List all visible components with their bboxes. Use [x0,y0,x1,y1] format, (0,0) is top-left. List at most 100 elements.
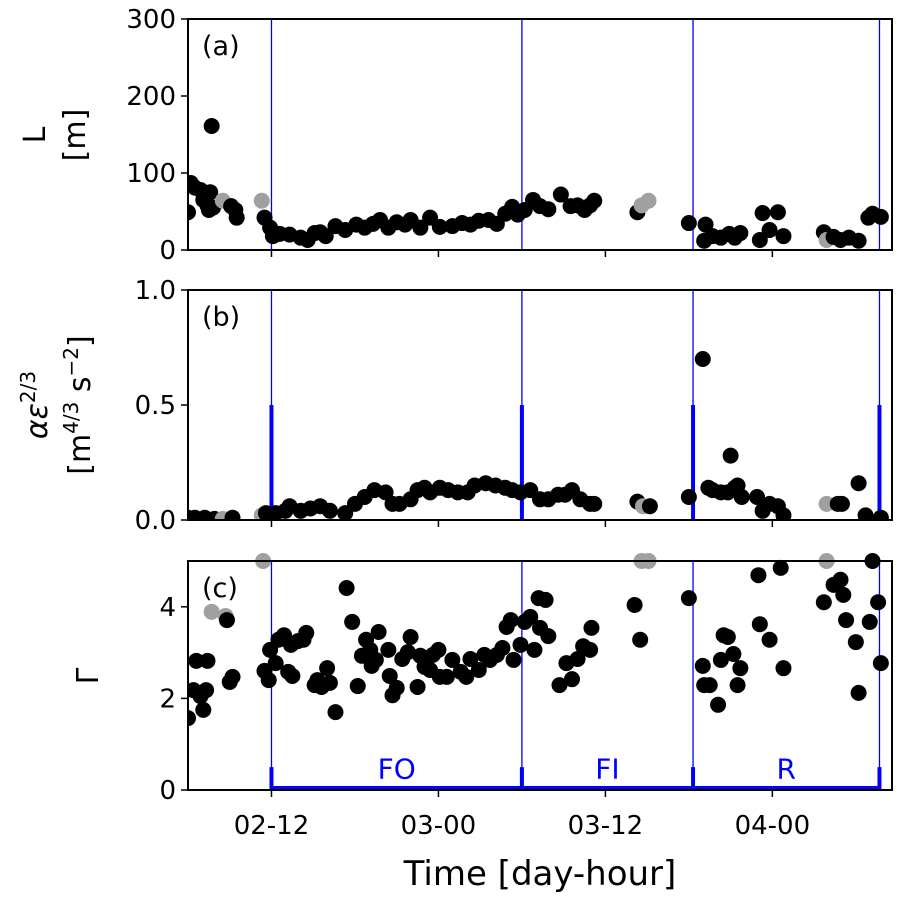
data-point [775,507,792,520]
data-point [761,221,778,238]
data-point [412,219,429,236]
segment-label-r: R [777,753,796,786]
x-tick-label: 04-00 [735,811,811,841]
data-point [680,215,697,232]
data-point [815,594,832,611]
y-tick-label: 0 [159,236,176,266]
panel-label-c: (c) [202,573,238,604]
data-point [551,677,568,694]
data-point [680,590,697,607]
y-label-b-line1: αε2/3 [16,371,55,439]
y-tick-label: 1.0 [135,276,176,306]
data-point [381,667,398,684]
data-point [494,640,511,657]
data-point [228,209,245,226]
y-label-b-unit-m-exp: 4/3 [59,402,83,434]
data-point [872,509,889,520]
panel-label-b: (b) [202,302,240,333]
data-point [458,668,475,685]
y-label-b-unit-m: [m [63,434,98,475]
data-point [260,672,277,689]
data-point [327,704,344,721]
y-label-b-sup: 2/3 [16,371,40,403]
data-point [344,613,361,630]
panel-c-plot-area [188,553,889,790]
data-point [582,641,599,658]
data-point [317,228,334,245]
y-label-b-bracket: ] [63,335,98,347]
x-tick-label: 02-12 [234,811,310,841]
data-point [775,660,792,677]
data-point [203,118,220,135]
y-label-b-unit-s-exp: −2 [59,347,83,376]
data-point [321,674,338,691]
data-point [431,218,448,235]
x-tick-label: 03-12 [568,811,644,841]
segment-label-fo: FO [378,753,416,786]
data-point [195,701,212,718]
data-point [430,641,447,658]
data-point [710,696,727,713]
data-point [835,586,852,603]
data-point [732,660,749,677]
data-point [847,634,864,651]
y-tick-label: 0.0 [135,506,176,536]
y-label-a-line1: L [18,126,53,143]
data-point [267,655,284,672]
y-label-a-line2: [m] [58,109,93,162]
data-point [712,651,729,668]
data-point [872,208,889,225]
data-point [761,631,778,648]
data-point [725,645,742,662]
data-point [470,662,487,679]
data-point [870,594,887,611]
data-point [583,619,600,636]
data-point [298,624,315,641]
y-label-c: Γ [71,667,106,684]
data-point [552,186,569,203]
data-point [370,623,387,640]
data-point [522,608,539,625]
data-point [540,201,557,218]
data-point [188,204,196,221]
panel-b-plot-area [188,290,889,520]
data-point [540,628,557,645]
data-point [444,651,461,668]
data-point [402,629,419,646]
data-point [399,644,416,661]
data-point [367,651,384,668]
x-tick-label: 03-00 [401,811,477,841]
data-point [751,616,768,633]
data-point [694,351,711,367]
panel-a-frame [187,18,893,251]
data-point [199,652,216,669]
data-point [861,613,878,630]
data-point [838,612,855,629]
data-point [198,682,215,699]
flagged-data-point [818,495,835,512]
data-point [697,216,714,233]
segment-label-fi: FI [595,753,619,786]
data-point [526,641,543,658]
y-tick-label: 2 [159,684,176,714]
data-point [586,192,603,209]
data-point [502,612,519,629]
data-point [224,668,241,685]
y-tick-label: 0.5 [135,391,176,421]
y-tick-label: 0 [159,776,176,806]
data-point [857,507,874,520]
data-point [569,651,586,668]
flagged-data-point [640,192,657,209]
data-point [564,671,580,688]
data-point [701,677,718,694]
data-point [388,679,405,696]
data-point [680,489,697,505]
data-point [772,559,789,576]
data-point [462,651,479,668]
panel-c-frame [187,560,893,791]
data-point [749,489,766,505]
y-tick-label: 4 [159,593,176,623]
data-point [380,641,397,658]
data-point [754,205,771,222]
